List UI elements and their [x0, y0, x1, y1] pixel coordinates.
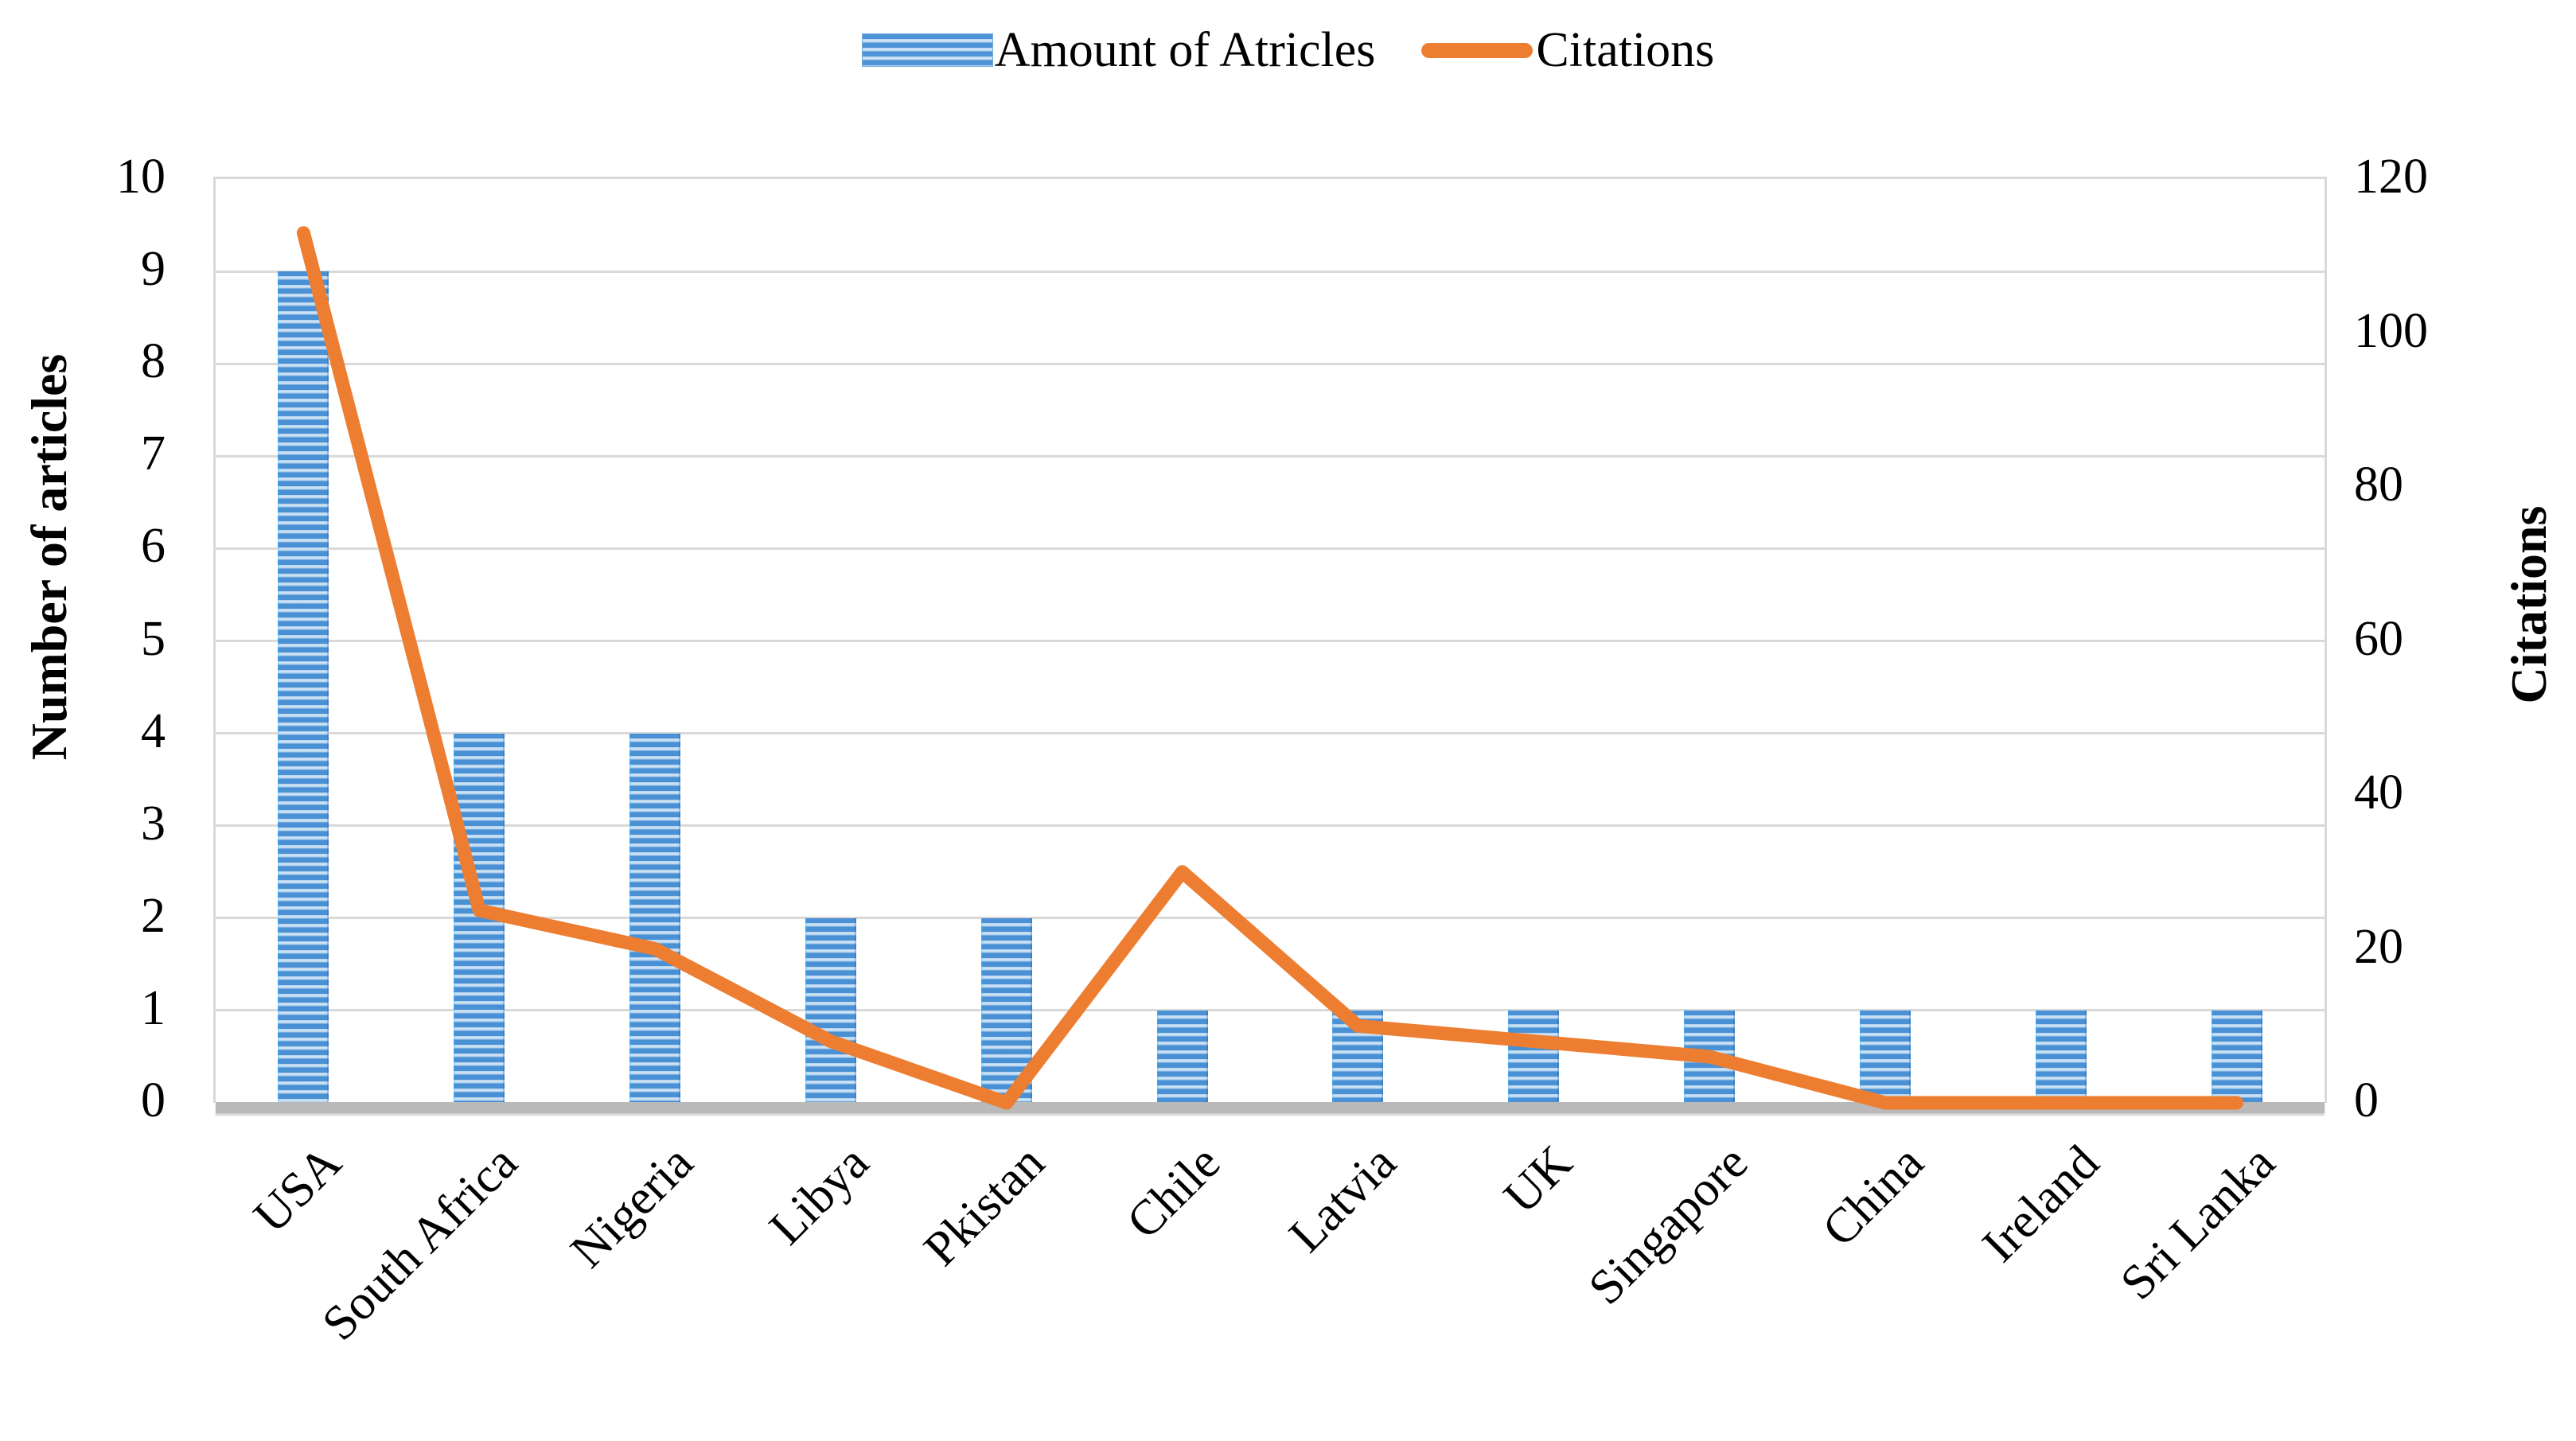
left-tick-8: 8 [141, 334, 166, 389]
left-tick-9: 9 [141, 242, 166, 297]
bar-nigeria [629, 733, 681, 1103]
right-tick-20: 20 [2354, 919, 2403, 974]
legend: Amount of Atricles Citations [0, 14, 2576, 86]
gridline [216, 640, 2325, 642]
category-label-libya: Libya [759, 1135, 879, 1256]
category-label-sri-lanka: Sri Lanka [2110, 1135, 2286, 1311]
left-tick-2: 2 [141, 888, 166, 943]
right-tick-40: 40 [2354, 765, 2403, 820]
left-tick-7: 7 [141, 426, 166, 481]
right-tick-0: 0 [2354, 1073, 2379, 1127]
bar-china [1859, 1010, 1911, 1103]
gridline [216, 732, 2325, 735]
left-tick-0: 0 [141, 1073, 166, 1127]
bar-libya [805, 917, 856, 1103]
gridline [216, 917, 2325, 920]
plot-area [213, 177, 2327, 1113]
category-label-usa: USA [244, 1135, 353, 1244]
left-tick-6: 6 [141, 519, 166, 574]
category-label-chile: Chile [1117, 1135, 1231, 1249]
bar-ireland [2035, 1010, 2087, 1103]
gridline [216, 547, 2325, 550]
right-axis-title: Citations [2500, 505, 2557, 704]
category-label-pkistan: Pkistan [914, 1135, 1055, 1277]
right-tick-120: 120 [2354, 150, 2428, 204]
gridline [216, 270, 2325, 273]
citations-line-series [296, 226, 2244, 1110]
bar-uk [1508, 1010, 1560, 1103]
category-label-nigeria: Nigeria [560, 1135, 704, 1279]
gridline [216, 362, 2325, 365]
right-tick-60: 60 [2354, 611, 2403, 666]
legend-label-articles: Amount of Atricles [994, 23, 1376, 77]
legend-line-swatch-icon [1421, 42, 1534, 58]
legend-bar-swatch-icon [861, 33, 993, 67]
bar-usa [278, 271, 329, 1103]
category-label-china: China [1812, 1135, 1934, 1257]
category-label-latvia: Latvia [1279, 1135, 1407, 1263]
legend-item-citations: Citations [1421, 25, 1714, 75]
x-axis-line [216, 1102, 2325, 1113]
gridline [216, 1009, 2325, 1012]
right-tick-80: 80 [2354, 458, 2403, 512]
left-tick-1: 1 [141, 980, 166, 1035]
left-tick-10: 10 [116, 150, 166, 204]
bar-chile [1156, 1010, 1208, 1103]
category-label-singapore: Singapore [1578, 1135, 1759, 1315]
right-tick-100: 100 [2354, 303, 2428, 358]
citations-polyline [296, 226, 2244, 1110]
gridline [216, 824, 2325, 828]
category-label-uk: UK [1493, 1135, 1583, 1225]
category-label-ireland: Ireland [1972, 1135, 2110, 1273]
legend-item-articles: Amount of Atricles [861, 23, 1376, 77]
left-tick-4: 4 [141, 703, 166, 758]
legend-label-citations: Citations [1536, 23, 1715, 77]
left-tick-3: 3 [141, 796, 166, 851]
gridline [216, 454, 2325, 458]
bar-sri-lanka [2211, 1010, 2262, 1103]
left-tick-5: 5 [141, 611, 166, 666]
